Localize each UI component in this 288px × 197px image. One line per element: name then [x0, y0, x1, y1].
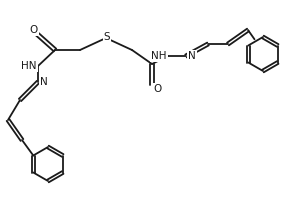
Text: N: N	[188, 51, 196, 61]
Text: HN: HN	[22, 61, 37, 71]
Text: O: O	[153, 84, 161, 94]
Text: N: N	[40, 77, 48, 87]
Text: O: O	[30, 25, 38, 35]
Text: S: S	[104, 32, 110, 42]
Text: NH: NH	[151, 51, 167, 61]
